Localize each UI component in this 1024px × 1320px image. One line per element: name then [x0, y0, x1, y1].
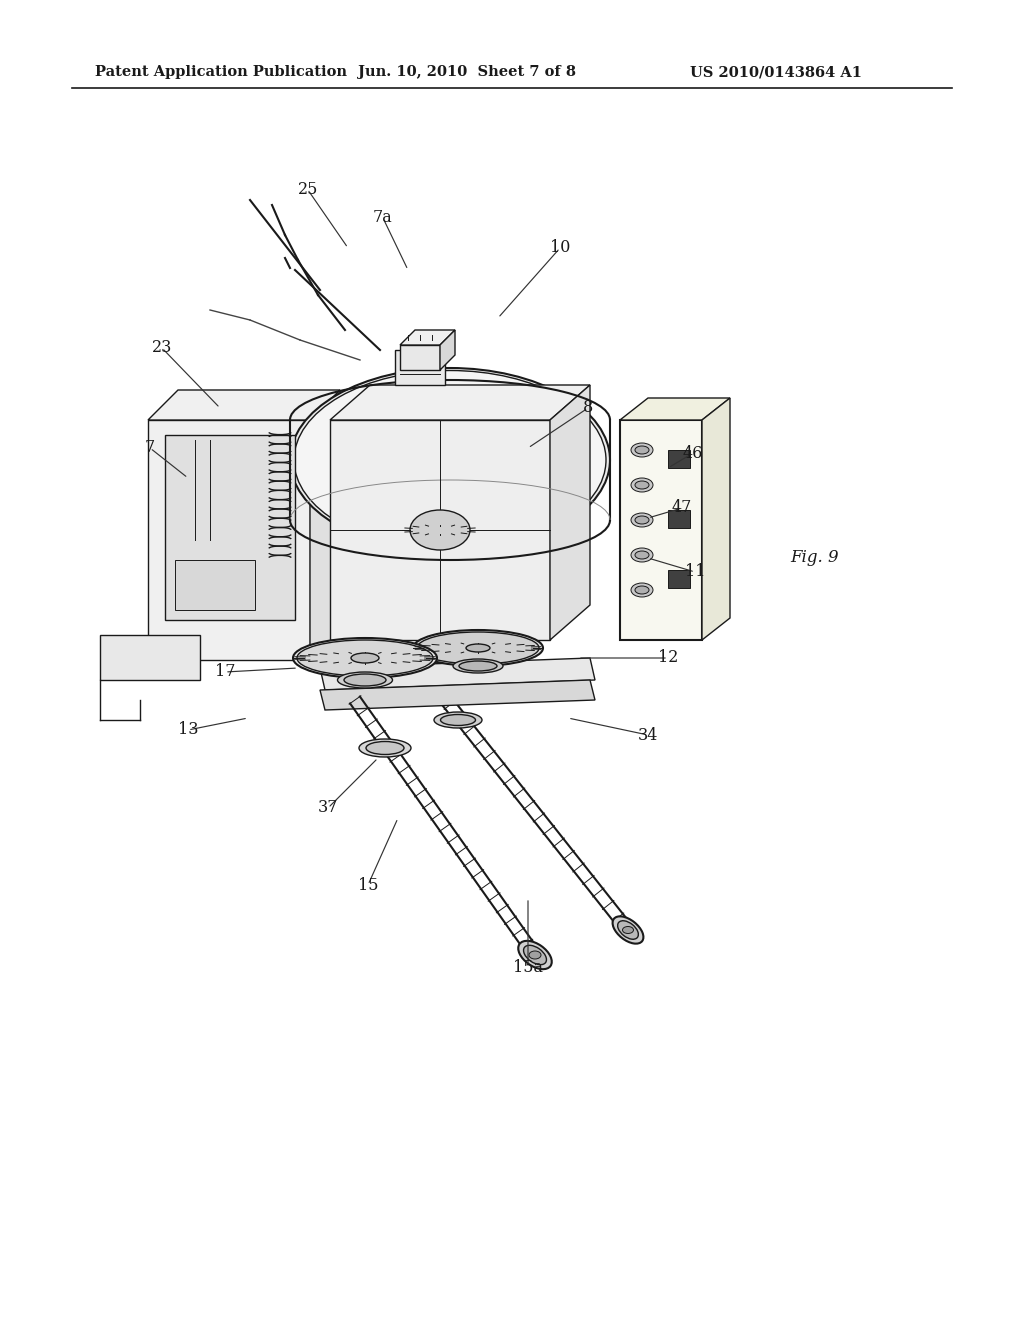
Polygon shape [148, 420, 310, 660]
Text: 7a: 7a [373, 210, 393, 227]
Ellipse shape [612, 916, 643, 944]
Ellipse shape [635, 550, 649, 558]
Text: 34: 34 [638, 726, 658, 743]
Text: 11: 11 [685, 564, 706, 581]
Ellipse shape [631, 513, 653, 527]
Ellipse shape [434, 711, 482, 729]
Polygon shape [702, 399, 730, 640]
Polygon shape [395, 350, 445, 385]
Ellipse shape [297, 640, 433, 676]
Text: Jun. 10, 2010  Sheet 7 of 8: Jun. 10, 2010 Sheet 7 of 8 [358, 65, 575, 79]
Text: 17: 17 [215, 664, 236, 681]
Ellipse shape [518, 941, 552, 969]
Text: 10: 10 [550, 239, 570, 256]
Text: US 2010/0143864 A1: US 2010/0143864 A1 [690, 65, 862, 79]
Ellipse shape [635, 480, 649, 488]
Polygon shape [100, 635, 200, 680]
Ellipse shape [631, 548, 653, 562]
Ellipse shape [635, 516, 649, 524]
Ellipse shape [523, 945, 547, 965]
Polygon shape [319, 680, 595, 710]
Ellipse shape [413, 630, 543, 667]
Polygon shape [620, 399, 730, 420]
Ellipse shape [631, 583, 653, 597]
Ellipse shape [293, 638, 437, 678]
Polygon shape [330, 385, 590, 420]
Ellipse shape [635, 446, 649, 454]
Text: Patent Application Publication: Patent Application Publication [95, 65, 347, 79]
Polygon shape [668, 510, 690, 528]
Text: Fig. 9: Fig. 9 [790, 549, 839, 566]
Ellipse shape [453, 659, 503, 673]
Ellipse shape [351, 653, 379, 663]
Ellipse shape [294, 371, 606, 549]
Ellipse shape [631, 444, 653, 457]
Text: 15a: 15a [513, 960, 543, 977]
Text: 12: 12 [657, 649, 678, 667]
Ellipse shape [466, 644, 490, 652]
Ellipse shape [623, 927, 634, 933]
Text: 15: 15 [357, 876, 378, 894]
Text: 8: 8 [583, 400, 593, 417]
Ellipse shape [359, 739, 411, 756]
Polygon shape [668, 450, 690, 469]
Polygon shape [668, 570, 690, 587]
Ellipse shape [459, 661, 497, 671]
Ellipse shape [417, 632, 539, 664]
Text: 47: 47 [672, 499, 692, 516]
Polygon shape [175, 560, 255, 610]
Polygon shape [400, 330, 455, 345]
Ellipse shape [617, 921, 638, 940]
Polygon shape [319, 657, 595, 690]
Polygon shape [148, 389, 340, 420]
Ellipse shape [410, 510, 470, 550]
Ellipse shape [529, 950, 541, 960]
Polygon shape [440, 330, 455, 370]
Polygon shape [620, 420, 702, 640]
Ellipse shape [635, 586, 649, 594]
Ellipse shape [366, 742, 404, 755]
Text: 25: 25 [298, 181, 318, 198]
Text: 7: 7 [144, 440, 155, 457]
Ellipse shape [290, 368, 610, 552]
Polygon shape [550, 385, 590, 640]
Text: 23: 23 [152, 339, 172, 356]
Polygon shape [310, 389, 340, 660]
Polygon shape [330, 420, 550, 640]
Text: 37: 37 [317, 800, 338, 817]
Text: 46: 46 [683, 445, 703, 462]
Ellipse shape [631, 478, 653, 492]
Ellipse shape [344, 675, 386, 686]
Polygon shape [400, 345, 440, 370]
Ellipse shape [440, 714, 475, 726]
Ellipse shape [338, 672, 392, 688]
Polygon shape [165, 436, 295, 620]
Text: 13: 13 [178, 722, 199, 738]
